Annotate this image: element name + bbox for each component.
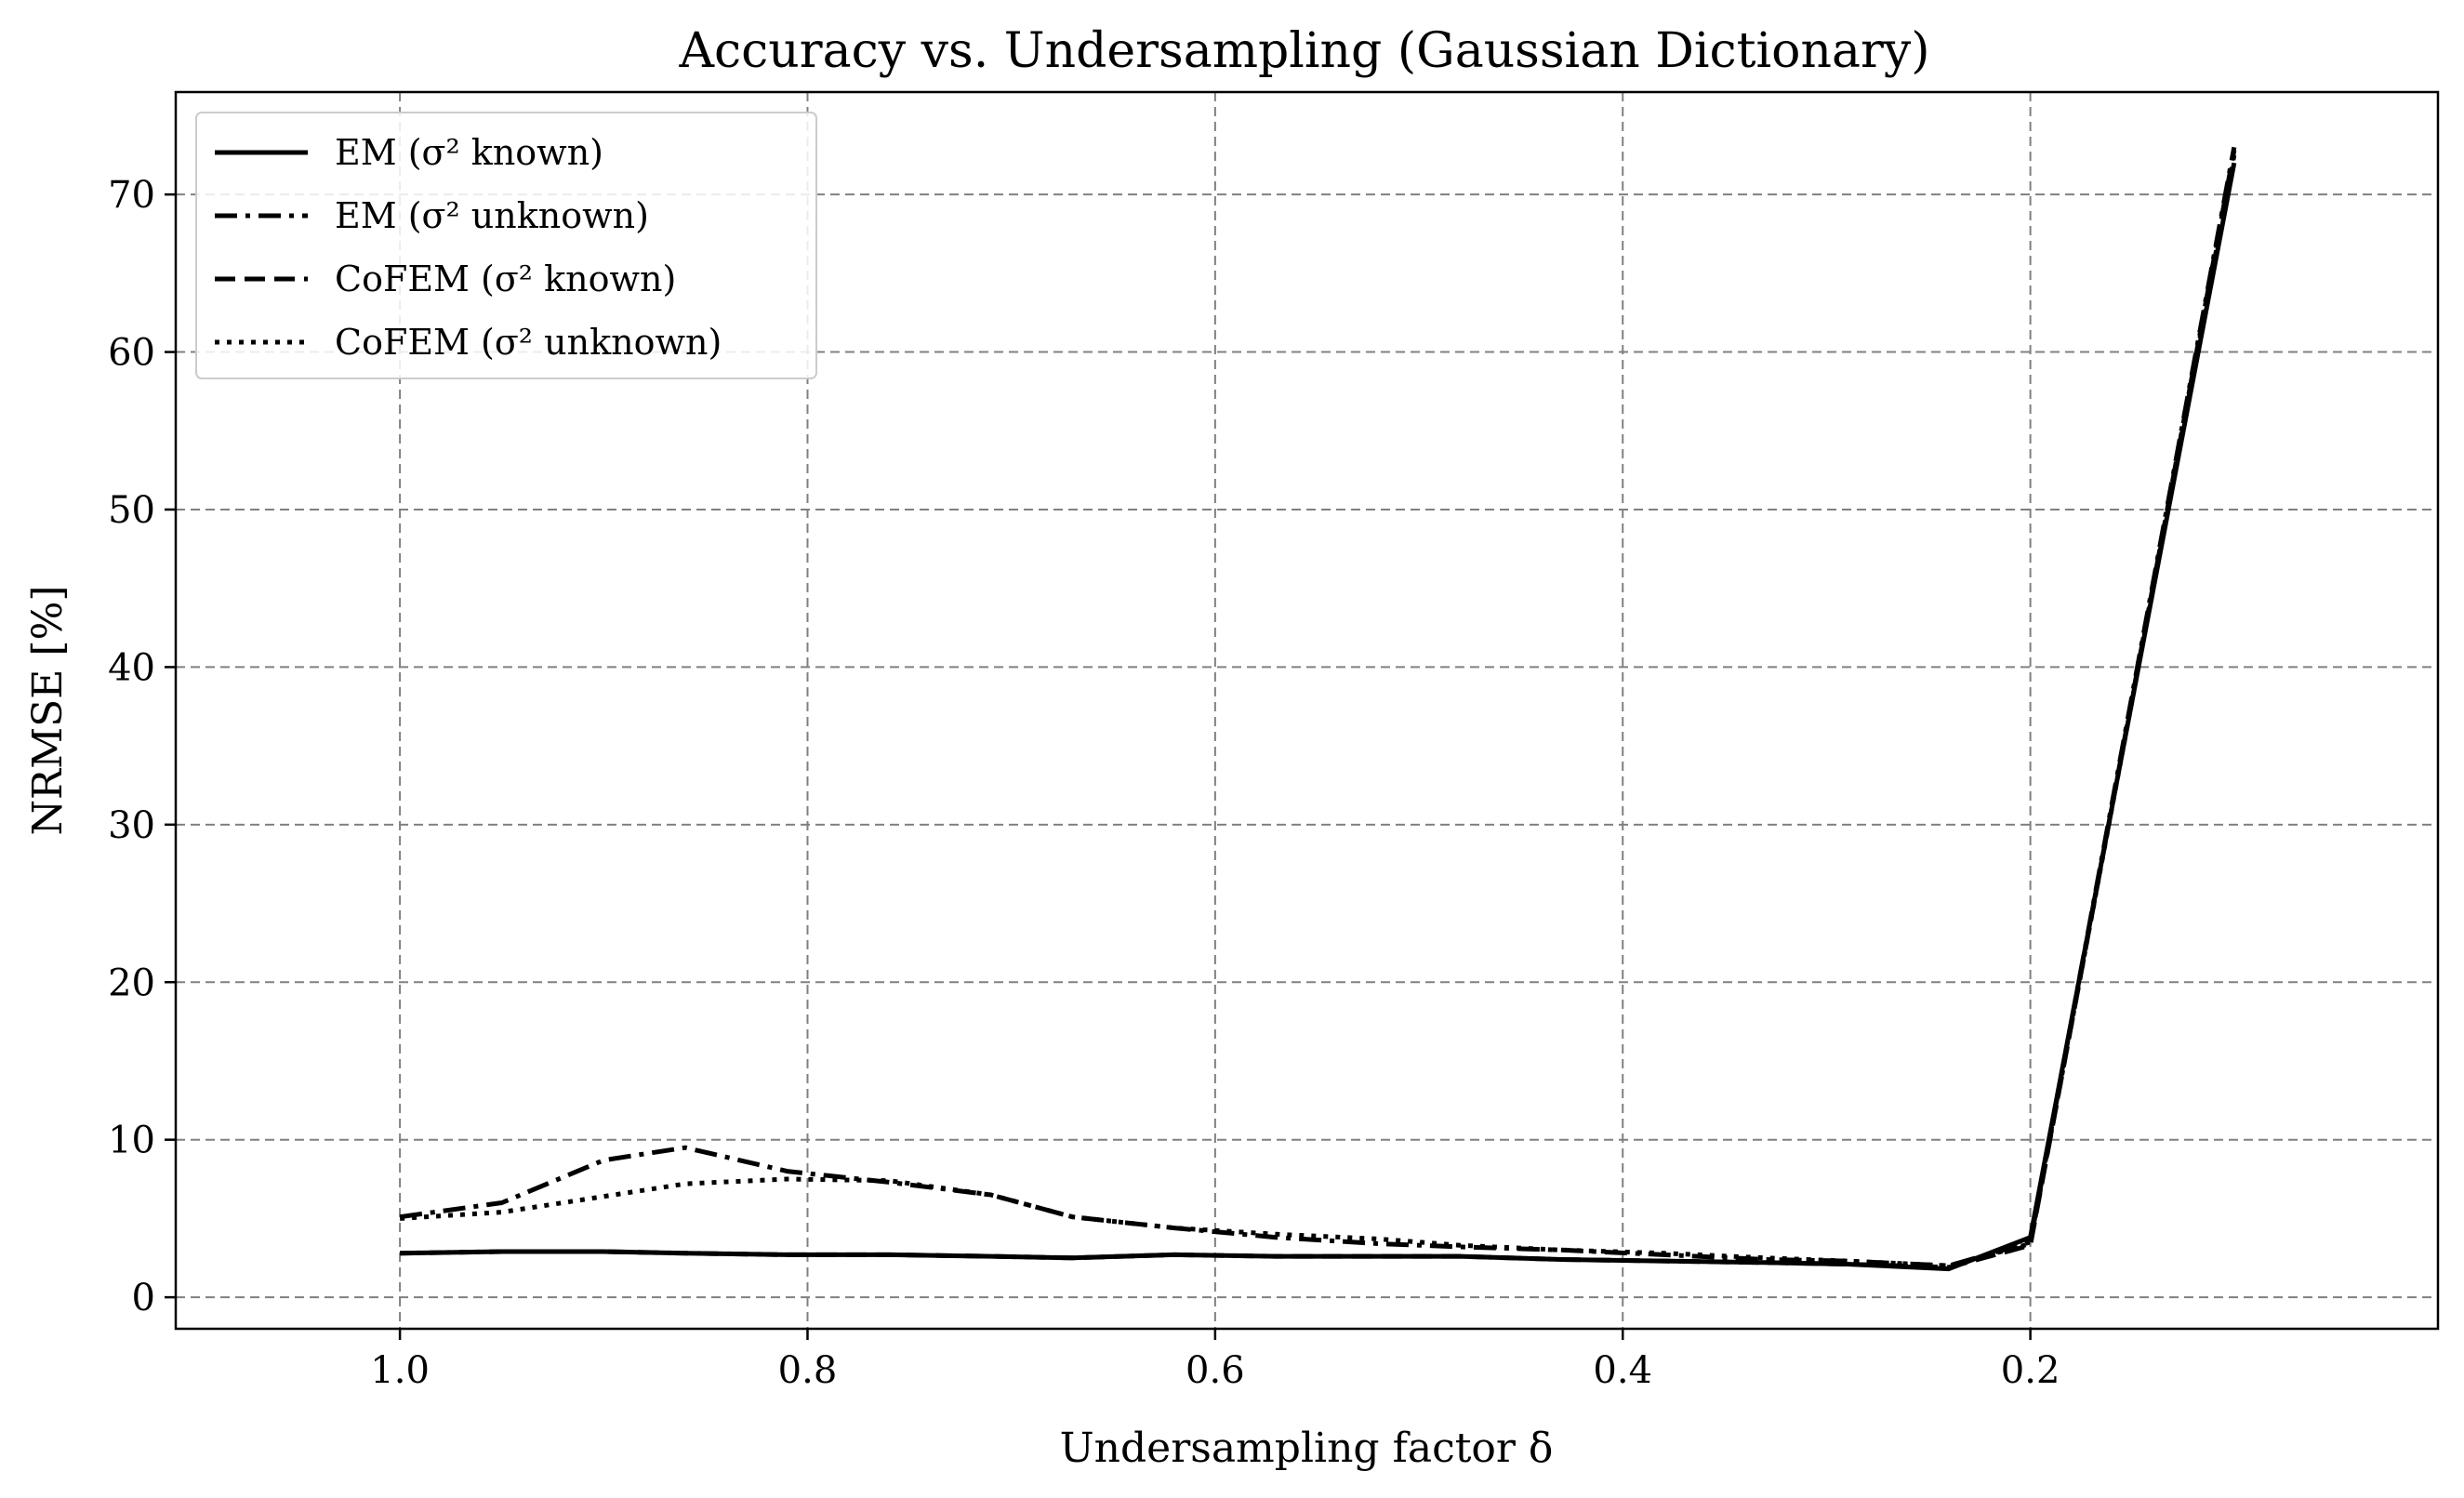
series-line bbox=[400, 150, 2237, 1270]
y-tick-label: 20 bbox=[108, 961, 155, 1004]
legend-entry-label: CoFEM (σ² known) bbox=[335, 259, 676, 299]
y-tick-label: 30 bbox=[108, 804, 155, 847]
y-tick-label: 10 bbox=[108, 1120, 155, 1162]
x-tick-label: 0.6 bbox=[1186, 1349, 1245, 1392]
x-tick-label: 1.0 bbox=[370, 1349, 430, 1392]
legend-entry-label: EM (σ² known) bbox=[335, 132, 603, 173]
y-tick-label: 50 bbox=[108, 489, 155, 532]
series-line bbox=[399, 154, 2237, 1268]
legend-entry-label: EM (σ² unknown) bbox=[335, 195, 649, 236]
series-layer bbox=[399, 146, 2237, 1272]
y-tick-label: 70 bbox=[108, 174, 155, 217]
x-tick-label: 0.8 bbox=[778, 1349, 838, 1392]
ticks-layer: 1.0 0.8 0.6 0.4 0.2 0 10 20 30 40 50 60 70 bbox=[108, 174, 2060, 1392]
y-tick-label: 0 bbox=[132, 1277, 155, 1319]
x-axis-label: Undersampling factor δ bbox=[1060, 1425, 1554, 1472]
chart-title: Accuracy vs. Undersampling (Gaussian Dic… bbox=[678, 23, 1929, 79]
y-axis-label: NRMSE [%] bbox=[24, 585, 72, 835]
plot-frame bbox=[174, 90, 2440, 1331]
x-tick-label: 0.4 bbox=[1593, 1349, 1652, 1392]
legend-entry-label: CoFEM (σ² unknown) bbox=[335, 322, 722, 363]
series-line bbox=[399, 146, 2237, 1268]
y-tick-label: 40 bbox=[108, 646, 155, 689]
legend-box bbox=[195, 112, 817, 379]
legend: EM (σ² known) EM (σ² unknown) CoFEM (σ² kn… bbox=[195, 112, 817, 379]
y-tick-label: 60 bbox=[108, 332, 155, 375]
x-tick-label: 0.2 bbox=[2001, 1349, 2060, 1392]
